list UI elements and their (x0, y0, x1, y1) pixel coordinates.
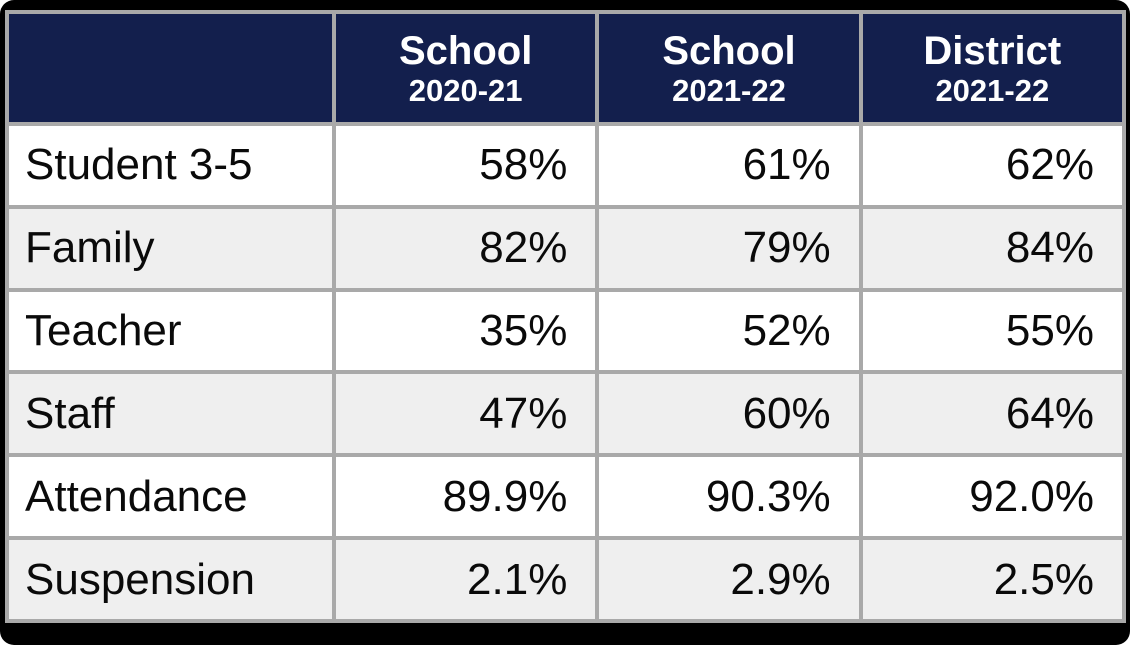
column-title: School (662, 28, 796, 73)
table-row: Suspension 2.1% 2.9% 2.5% (5, 536, 1127, 623)
column-subtitle: 2021-22 (672, 72, 786, 108)
value-cell: 47% (331, 370, 600, 458)
value-cell: 2.1% (331, 536, 600, 623)
value-cell: 79% (595, 204, 863, 292)
column-subtitle: 2020-21 (408, 72, 523, 108)
row-label: Family (5, 204, 336, 292)
table-row: Family 82% 79% 84% (5, 204, 1127, 292)
row-label: Staff (5, 370, 336, 458)
value-cell: 84% (858, 204, 1127, 292)
value-cell: 2.9% (595, 536, 863, 623)
row-label: Suspension (5, 536, 336, 623)
column-header-school-2021-22: School 2021-22 (595, 10, 863, 126)
value-cell: 58% (331, 122, 600, 209)
column-subtitle: 2021-22 (935, 72, 1050, 108)
value-cell: 52% (595, 287, 863, 375)
value-cell: 55% (858, 287, 1127, 375)
value-cell: 62% (858, 122, 1127, 209)
value-cell: 89.9% (331, 453, 600, 541)
row-label: Teacher (5, 287, 336, 375)
survey-comparison-table: School 2020-21 School 2021-22 District 2… (5, 10, 1127, 623)
value-cell: 64% (858, 370, 1127, 458)
table-row: Student 3-5 58% 61% 62% (5, 122, 1127, 209)
value-cell: 82% (331, 204, 600, 292)
header-row: School 2020-21 School 2021-22 District 2… (5, 10, 1127, 126)
table-row: Staff 47% 60% 64% (5, 370, 1127, 458)
value-cell: 90.3% (595, 453, 863, 541)
row-label: Student 3-5 (5, 122, 336, 209)
value-cell: 2.5% (858, 536, 1127, 623)
table-header: School 2020-21 School 2021-22 District 2… (5, 10, 1127, 126)
value-cell: 35% (331, 287, 600, 375)
table-row: Teacher 35% 52% 55% (5, 287, 1127, 375)
value-cell: 61% (595, 122, 863, 209)
column-title: District (923, 28, 1062, 73)
table-row: Attendance 89.9% 90.3% 92.0% (5, 453, 1127, 541)
column-header-district-2021-22: District 2021-22 (858, 10, 1127, 126)
column-title: School (398, 28, 533, 73)
value-cell: 92.0% (858, 453, 1127, 541)
table-body: Student 3-5 58% 61% 62% Family 82% 79% 84% Teach… (5, 122, 1127, 623)
row-label: Attendance (5, 453, 336, 541)
corner-cell (5, 10, 336, 126)
column-header-school-2020-21: School 2020-21 (331, 10, 600, 126)
value-cell: 60% (595, 370, 863, 458)
